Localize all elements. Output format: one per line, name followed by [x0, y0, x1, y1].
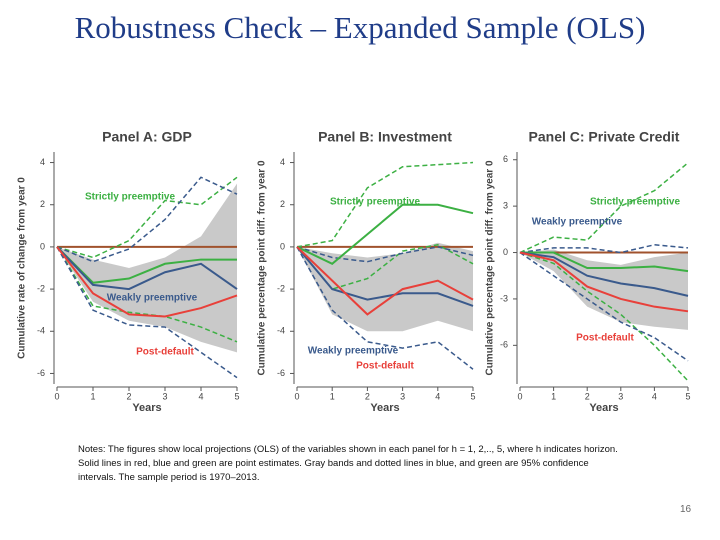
x-tick-label: 1	[90, 391, 95, 401]
interval-line	[56, 246, 238, 343]
x-tick-label: 2	[365, 391, 370, 401]
confidence-band	[297, 242, 473, 332]
interval-line	[56, 176, 238, 259]
slide-title: Robustness Check – Expanded Sample (OLS)	[74, 10, 646, 45]
estimate-line	[296, 246, 474, 307]
interval-line	[519, 162, 689, 254]
confidence-band	[520, 249, 688, 330]
x-tick-label: 3	[400, 391, 405, 401]
estimate-line	[56, 246, 238, 291]
y-tick-label: -4	[277, 326, 285, 336]
estimate-line	[296, 246, 474, 316]
x-tick-label: 1	[330, 391, 335, 401]
x-tick-label: 4	[652, 391, 657, 401]
panel-title: Panel B: Investment	[318, 129, 452, 145]
x-tick-label: 5	[234, 391, 239, 401]
notes: Notes: The figures show local projection…	[78, 444, 618, 483]
interval-line	[519, 251, 689, 382]
x-tick-label: 5	[470, 391, 475, 401]
y-tick-label: 2	[40, 199, 45, 209]
y-axis-label: Cumulative percentage point diff. from y…	[485, 160, 496, 375]
series-label: Weakly preemptive	[107, 293, 198, 304]
series-label: Post-default	[356, 361, 414, 372]
y-tick-label: 0	[503, 247, 508, 257]
x-tick-label: 3	[618, 391, 623, 401]
interval-line	[519, 251, 689, 362]
interval-line	[56, 246, 238, 379]
x-tick-label: 2	[126, 391, 131, 401]
estimate-line	[56, 246, 237, 284]
estimate-line	[520, 251, 689, 273]
y-tick-label: -2	[277, 283, 285, 293]
interval-line	[56, 176, 238, 263]
estimate-line	[296, 203, 474, 265]
panel-title: Panel C: Private Credit	[529, 129, 680, 145]
x-axis-label: Years	[370, 402, 399, 414]
y-tick-label: 4	[40, 157, 45, 167]
y-tick-label: -3	[500, 293, 508, 303]
x-tick-label: 4	[198, 391, 203, 401]
estimate-line	[519, 251, 689, 313]
y-tick-label: 3	[503, 201, 508, 211]
series-label: Post-default	[136, 347, 194, 358]
x-axis-label: Years	[132, 402, 161, 414]
interval-line	[296, 244, 474, 290]
x-tick-label: 0	[517, 391, 522, 401]
interval-line	[519, 244, 689, 254]
estimate-line	[56, 246, 238, 318]
y-tick-label: 0	[280, 241, 285, 251]
y-tick-label: -6	[500, 340, 508, 350]
series-label: Strictly preemptive	[590, 197, 680, 208]
panel-title: Panel A: GDP	[102, 129, 192, 145]
y-tick-label: -6	[37, 368, 45, 378]
y-tick-label: 0	[40, 241, 45, 251]
x-axis-label: Years	[589, 402, 618, 414]
estimate-line	[519, 251, 689, 297]
y-axis-label: Cumulative percentage point diff. from y…	[257, 160, 268, 375]
y-tick-label: -4	[37, 326, 45, 336]
x-tick-label: 5	[685, 391, 690, 401]
series-label: Strictly preemptive	[85, 192, 175, 203]
confidence-band	[57, 183, 237, 353]
x-tick-label: 2	[585, 391, 590, 401]
page-number: 16	[680, 504, 692, 515]
y-axis-label: Cumulative rate of change from year 0	[17, 177, 28, 359]
charts: Panel A: GDP Years Cumulative rate of chan…	[17, 129, 691, 414]
y-tick-label: 6	[503, 154, 508, 164]
y-tick-label: 4	[280, 157, 285, 167]
y-tick-label: 2	[280, 199, 285, 209]
series-label: Post-default	[576, 333, 634, 344]
series-label: Strictly preemptive	[330, 197, 420, 208]
y-tick-label: -2	[37, 283, 45, 293]
x-tick-label: 4	[435, 391, 440, 401]
series-label: Weakly preemptive	[532, 217, 623, 228]
interval-line	[296, 246, 474, 370]
x-tick-label: 1	[551, 391, 556, 401]
y-tick-label: -6	[277, 368, 285, 378]
x-tick-label: 0	[54, 391, 59, 401]
series-label: Weakly preemptive	[308, 346, 399, 357]
x-tick-label: 0	[294, 391, 299, 401]
x-tick-label: 3	[162, 391, 167, 401]
interval-line	[296, 246, 474, 263]
